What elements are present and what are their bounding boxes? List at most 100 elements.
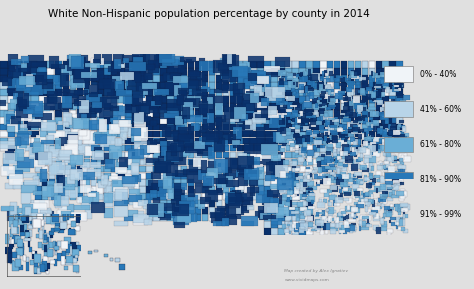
Bar [320, 103, 327, 110]
Bar [361, 84, 369, 89]
Bar [341, 124, 347, 130]
Bar [401, 162, 404, 165]
Bar [398, 203, 401, 210]
Bar [393, 130, 400, 135]
Bar [352, 129, 354, 131]
Bar [209, 166, 215, 172]
Bar [365, 205, 368, 212]
Bar [295, 136, 303, 141]
Bar [336, 222, 339, 228]
Bar [325, 119, 327, 121]
Bar [154, 139, 164, 146]
Bar [31, 131, 39, 137]
Bar [180, 210, 194, 221]
Bar [336, 174, 341, 177]
Bar [71, 258, 77, 263]
Bar [305, 222, 310, 225]
Bar [209, 152, 215, 158]
Bar [110, 145, 119, 149]
Bar [384, 127, 392, 131]
Bar [400, 120, 403, 123]
Bar [320, 117, 327, 123]
Bar [313, 130, 319, 134]
Bar [297, 202, 303, 207]
Bar [202, 207, 209, 214]
Bar [398, 104, 401, 110]
Bar [175, 216, 183, 225]
Bar [79, 130, 87, 136]
Bar [299, 224, 305, 226]
Bar [392, 134, 400, 137]
Bar [292, 159, 299, 165]
Bar [264, 69, 281, 77]
Bar [299, 145, 306, 151]
Bar [357, 105, 363, 112]
Bar [361, 193, 367, 196]
Bar [320, 145, 327, 151]
Bar [264, 152, 271, 158]
Bar [281, 171, 286, 178]
Bar [355, 96, 361, 103]
Bar [298, 157, 302, 160]
Bar [250, 166, 257, 172]
Bar [177, 95, 184, 105]
Bar [305, 221, 310, 227]
Bar [345, 155, 353, 161]
Bar [24, 138, 31, 144]
Bar [65, 158, 75, 167]
Bar [380, 218, 384, 224]
Bar [397, 94, 404, 98]
Bar [195, 173, 201, 179]
Bar [385, 190, 392, 196]
Bar [353, 174, 356, 177]
Bar [313, 110, 319, 116]
Bar [167, 110, 173, 116]
Bar [98, 181, 113, 188]
Bar [383, 82, 389, 89]
Bar [195, 96, 201, 103]
Bar [376, 227, 381, 234]
Bar [313, 165, 320, 167]
Bar [264, 117, 271, 123]
Bar [114, 221, 128, 226]
Bar [202, 89, 209, 96]
Bar [310, 77, 313, 80]
Bar [22, 204, 33, 218]
Bar [341, 179, 346, 186]
Bar [88, 193, 96, 197]
Bar [244, 75, 250, 82]
Bar [364, 177, 370, 181]
Bar [9, 207, 19, 216]
Bar [0, 141, 16, 149]
Bar [394, 85, 399, 87]
Bar [299, 214, 306, 218]
Bar [377, 162, 384, 165]
Bar [63, 96, 69, 103]
Bar [307, 223, 314, 225]
Bar [16, 75, 23, 82]
Bar [282, 131, 286, 136]
Bar [199, 101, 208, 114]
Bar [160, 117, 167, 123]
Bar [354, 202, 360, 205]
Bar [306, 96, 313, 103]
Bar [268, 106, 277, 115]
Bar [50, 153, 64, 161]
Bar [57, 253, 62, 261]
Bar [214, 89, 228, 93]
Bar [294, 225, 302, 232]
Bar [293, 92, 296, 96]
Bar [202, 96, 209, 103]
Bar [250, 89, 257, 96]
Bar [21, 246, 24, 255]
Bar [108, 160, 116, 167]
Bar [299, 220, 305, 226]
Bar [197, 145, 203, 154]
Bar [141, 61, 155, 69]
Bar [398, 169, 405, 175]
Bar [262, 142, 277, 155]
Bar [292, 201, 300, 205]
Bar [329, 105, 336, 108]
Bar [257, 167, 264, 179]
Bar [59, 162, 76, 170]
